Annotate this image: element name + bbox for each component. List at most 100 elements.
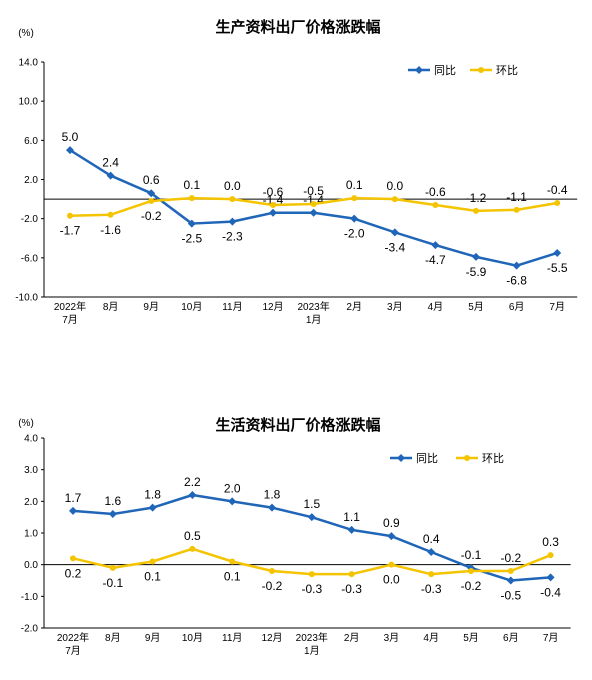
x-tick-label: 2022年 [57, 631, 89, 644]
data-point-yoy [106, 171, 115, 180]
data-label-mom: -0.2 [141, 209, 162, 223]
x-tick-label: 8月 [103, 301, 119, 313]
unit-label: (%) [18, 28, 34, 39]
data-point-yoy [506, 576, 515, 585]
legend-label-yoy: 同比 [434, 64, 456, 77]
data-label-mom: -0.6 [425, 185, 446, 199]
x-tick-label: 5月 [468, 301, 484, 313]
x-tick-label: 10月 [181, 301, 202, 313]
data-point-yoy [228, 497, 237, 506]
data-point-yoy [350, 214, 359, 223]
legend-label-mom: 环比 [496, 64, 518, 77]
x-tick-label: 7月 [549, 301, 565, 313]
chart-2: 生活资料出厂价格涨跌幅 (%) 4.0 3.0 2.0 1.0 0.0 -1.0 -2.0 202… [18, 416, 571, 657]
x-tick-label: 2023年 [297, 300, 329, 313]
data-point-yoy [553, 248, 562, 257]
y-tick-label: -2.0 [21, 624, 39, 635]
data-point-yoy [309, 208, 318, 217]
x-tick-label: 6月 [509, 301, 525, 313]
data-label-mom: -1.1 [506, 190, 527, 204]
x-tick-label: 2022年 [54, 300, 86, 313]
data-label-yoy: -0.4 [540, 585, 561, 599]
chart-title: 生活资料出厂价格涨跌幅 [215, 416, 380, 434]
data-point-mom [348, 571, 355, 578]
y-tick-label: 10.0 [19, 97, 39, 108]
data-label-mom: -1.7 [60, 224, 81, 238]
series-line-yoy [69, 149, 558, 267]
data-point-mom [473, 207, 479, 214]
data-point-yoy [546, 573, 555, 582]
x-tick-label: 4月 [428, 301, 444, 313]
y-tick-label: -6.0 [21, 253, 39, 264]
data-point-yoy [66, 146, 74, 155]
data-point-mom [388, 561, 395, 568]
data-point-yoy [472, 252, 480, 261]
y-tick-label: 2.0 [24, 175, 38, 186]
legend-marker-mom [478, 67, 484, 73]
data-point-yoy [347, 525, 356, 534]
data-label-mom: -0.3 [341, 582, 362, 596]
legend-label-yoy: 同比 [416, 452, 438, 465]
legend-label-mom: 环比 [482, 452, 504, 465]
data-label-yoy: 2.4 [102, 156, 119, 170]
data-label-mom: 0.5 [184, 529, 201, 543]
data-point-yoy [148, 503, 157, 512]
data-point-mom [554, 200, 561, 206]
data-label-yoy: 2.0 [224, 481, 241, 495]
data-label-mom: -0.2 [262, 579, 283, 593]
x-tick-label: 2月 [344, 632, 360, 644]
data-point-mom [229, 196, 236, 203]
data-label-mom: -1.6 [100, 223, 121, 237]
data-point-mom [351, 195, 358, 202]
data-label-yoy: -0.1 [461, 548, 482, 562]
x-tick-label: 10月 [182, 632, 203, 644]
data-label-mom: 0.1 [183, 178, 200, 192]
data-label-yoy: -5.9 [466, 265, 487, 279]
data-point-yoy [69, 506, 77, 515]
data-point-mom [391, 196, 398, 203]
x-tick-label: 8月 [105, 632, 121, 644]
data-point-yoy [307, 513, 316, 522]
data-point-mom [107, 211, 114, 218]
data-point-yoy [431, 241, 440, 250]
data-label-mom: -1.2 [466, 191, 487, 205]
data-point-mom [547, 552, 554, 559]
y-tick-label: 14.0 [19, 58, 39, 69]
data-label-yoy: -5.5 [547, 261, 568, 275]
legend-marker-mom [464, 455, 470, 461]
x-tick-label: 1月 [306, 314, 322, 326]
data-label-yoy: 1.8 [264, 488, 281, 502]
data-label-yoy: 0.6 [143, 173, 160, 187]
data-point-mom [513, 206, 520, 213]
data-point-yoy [187, 219, 196, 228]
data-point-mom [70, 555, 76, 562]
y-tick-label: 1.0 [24, 529, 38, 540]
y-tick-label: -2.0 [21, 214, 39, 225]
chart-1: 生产资料出厂价格涨跌幅 (%) 14.0 10.0 6.0 2.0 -2.0 -6.0 -10.… [15, 18, 578, 326]
y-tick-label: 4.0 [24, 434, 38, 445]
data-point-yoy [512, 261, 521, 270]
data-point-mom [188, 195, 195, 202]
data-point-mom [67, 212, 73, 219]
data-label-mom: 0.0 [383, 573, 400, 587]
x-tick-label: 2月 [346, 301, 362, 313]
data-point-mom [310, 200, 317, 207]
data-point-mom [468, 568, 474, 574]
x-tick-label: 12月 [262, 301, 283, 313]
data-point-yoy [269, 208, 277, 217]
data-label-yoy: -4.7 [425, 253, 446, 267]
data-point-mom [432, 201, 439, 208]
unit-label: (%) [18, 418, 34, 429]
legend-marker-yoy [415, 66, 423, 74]
data-label-yoy: -3.4 [384, 240, 405, 254]
data-label-mom: 0.1 [144, 570, 161, 584]
data-point-mom [109, 564, 116, 571]
legend-marker-yoy [397, 454, 405, 462]
x-tick-label: 6月 [503, 632, 519, 644]
data-label-mom: -0.2 [461, 579, 482, 593]
chart-title: 生产资料出厂价格涨跌幅 [215, 18, 380, 36]
data-point-mom [428, 571, 435, 578]
y-tick-label: 2.0 [24, 497, 38, 508]
data-point-mom [148, 198, 155, 205]
